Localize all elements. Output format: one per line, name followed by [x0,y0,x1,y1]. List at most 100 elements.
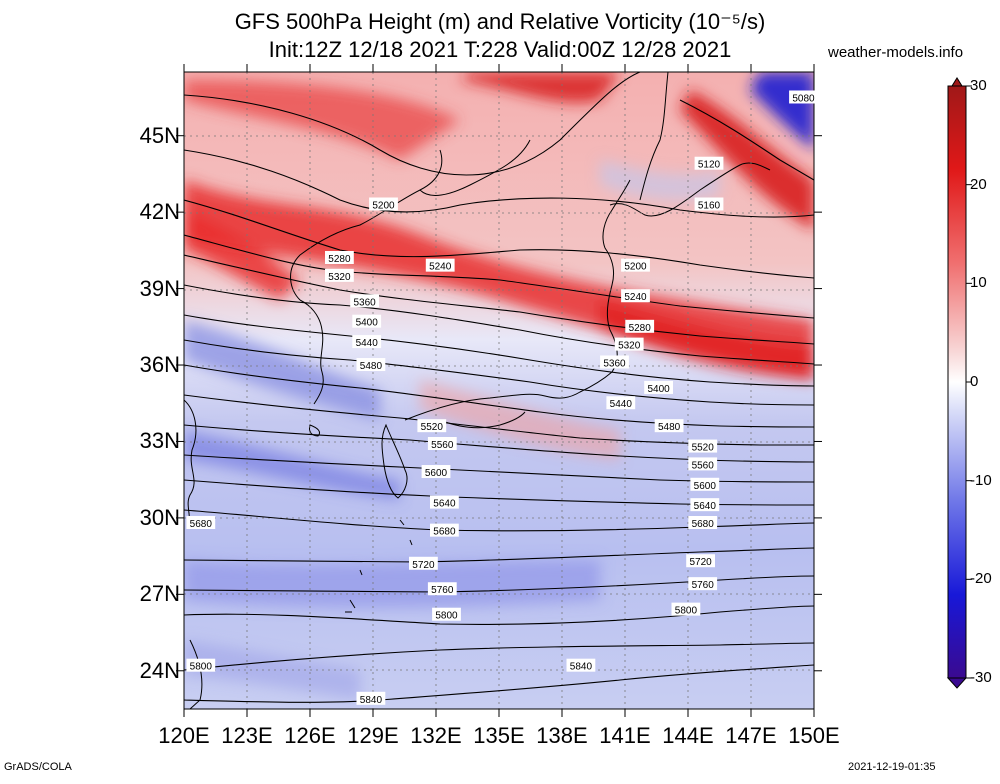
contour-label: 5320 [325,268,354,283]
lon-label: 147E [725,723,777,748]
height-contours [184,72,814,703]
lon-label: 144E [662,723,714,748]
contour-label-text: 5720 [412,560,435,571]
contour-label-text: 5560 [431,440,454,451]
colorbar-ticks [966,85,972,679]
contour-label: 5760 [688,577,718,591]
contour-label-text: 5120 [698,160,721,171]
contour-label-text: 5280 [629,323,652,334]
contour-label-text: 5720 [689,557,712,568]
contour-label: 5280 [625,319,655,334]
contour-label: 5800 [671,602,701,617]
contour-label-bg [325,268,354,282]
contour-label-bg [356,691,386,705]
colorbar-label: 10 [970,274,987,292]
contour-label-text: 5760 [692,580,715,591]
contour-label-bg [671,602,701,616]
axis-ticks [176,64,822,717]
contour-label-bg [350,294,379,308]
contour-label: 5680 [186,515,216,530]
vorticity-field [184,72,814,709]
contour-label-text: 5440 [356,338,379,349]
contour-label-bg [600,355,629,369]
contour-label-text: 5280 [328,254,351,265]
contour-label: 5400 [644,380,673,395]
contour-label-text: 5640 [694,501,717,512]
contour-label-bg [427,437,457,451]
contour-label-bg [356,358,386,372]
contour-label-text: 5520 [421,422,444,433]
lon-label: 129E [347,723,399,748]
lon-label: 120E [158,723,210,748]
contour-label: 5680 [688,515,718,530]
contour-label-bg [690,477,720,491]
contour-label-text: 5240 [429,262,452,273]
contour-label-bg [430,495,459,509]
contour-label: 5600 [690,477,720,492]
contour-label-bg [625,319,655,333]
colorbar-bottom-arrow [946,677,968,689]
lon-label: 135E [473,723,525,748]
contour-label: 5600 [421,465,451,479]
contour-label-bg [694,197,724,211]
lat-label: 24N [139,657,180,683]
contour-label: 5520 [417,419,447,433]
contour-label-bg [352,314,382,328]
contour-label-text: 5480 [360,361,383,372]
contour-label: 5200 [621,258,650,273]
lon-label: 132E [410,723,462,748]
contour-label: 5480 [356,358,386,372]
contour-label-bg [409,556,438,570]
contour-label: 5120 [694,156,724,171]
contour-label-text: 5320 [618,341,641,352]
contour-label-bg [325,251,354,265]
contour-label-text: 5080 [792,93,815,104]
contour-label-bg [417,419,447,433]
contour-label-text: 5320 [328,272,351,283]
contour-label: 5360 [600,355,629,369]
contour-label-text: 5600 [694,481,717,492]
contour-label-bg [186,515,216,529]
lon-label: 141E [599,723,651,748]
contour-label-bg [688,439,718,453]
contour-label: 5280 [325,251,354,265]
contour-label-bg [654,419,684,433]
contour-label-bg [566,658,596,672]
contour-label: 5680 [430,523,459,538]
colorbar-label: 30 [970,77,987,94]
lat-label: 45N [139,122,180,148]
contour-label: 5520 [688,439,718,454]
colorbar [947,85,967,679]
contour-label: 5440 [606,396,636,410]
contour-label-text: 5680 [433,527,456,538]
contour-label-text: 5360 [603,358,626,369]
contour-label-text: 5400 [356,318,379,329]
contour-label: 5560 [427,437,457,451]
contour-label-text: 5440 [610,399,633,410]
contour-label: 5800 [432,607,461,622]
contour-label: 5240 [621,289,650,303]
contour-label: 5200 [369,197,398,211]
contour-label-bg [427,582,457,596]
contour-label-bg [352,335,382,349]
lat-lon-grid [184,72,814,709]
contour-label: 5360 [350,294,379,308]
contour-label-bg [430,523,459,537]
contour-label-bg [621,258,650,272]
contour-label-bg [688,457,718,471]
contour-label-bg [606,396,636,410]
contour-label-bg [425,258,455,272]
lon-label: 150E [788,723,840,748]
contour-label-bg [369,197,398,211]
contour-label-text: 5840 [570,662,593,673]
lon-label: 138E [536,723,588,748]
contour-label-bg [644,380,673,394]
contour-label: 5440 [352,335,382,349]
contour-label-text: 5200 [624,262,647,273]
colorbar-label: 20 [970,175,987,193]
lat-label: 33N [139,428,180,454]
colorbar-label: -10 [970,471,992,489]
contour-label-text: 5800 [435,611,458,622]
